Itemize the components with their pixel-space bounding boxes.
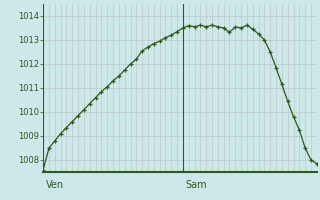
Text: Ven: Ven <box>46 180 64 190</box>
Text: Sam: Sam <box>186 180 207 190</box>
